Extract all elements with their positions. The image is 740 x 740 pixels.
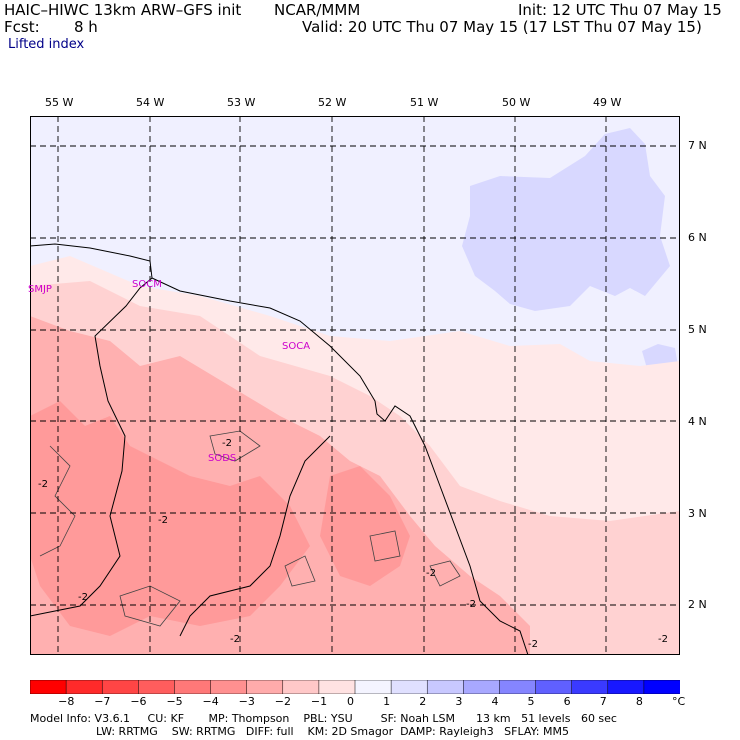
contour-label: -2	[38, 479, 48, 490]
lat-label: 2 N	[688, 598, 707, 611]
colorbar-tick-label: 6	[563, 695, 571, 708]
colorbar-swatch	[390, 680, 428, 694]
colorbar-tick-label: 0	[347, 695, 354, 708]
lon-label: 52 W	[318, 96, 347, 109]
contour-line	[429, 560, 461, 587]
moderate-positive-region	[462, 128, 670, 311]
map-frame	[30, 116, 680, 655]
colorbar-tick-label: 2	[419, 695, 427, 708]
lon-label: 54 W	[136, 96, 165, 109]
colorbar-tick-label: 3	[455, 695, 463, 708]
lat-label: 5 N	[688, 323, 707, 336]
coastline	[151, 277, 529, 655]
contour-label: -2	[158, 515, 168, 526]
colorbar-tick-label: 7	[599, 695, 607, 708]
field-name: Lifted index	[8, 37, 85, 52]
colorbar-tick-label: 8	[635, 695, 643, 708]
colorbar-tick-label: −8	[58, 695, 75, 708]
contour-line	[209, 430, 261, 462]
colorbar-swatch	[318, 680, 356, 694]
colorbar-swatch	[246, 680, 284, 694]
forecast-label: Fcst:	[4, 18, 40, 36]
colorbar-swatch	[282, 680, 320, 694]
colorbar-swatch	[101, 680, 140, 694]
colorbar-swatch	[354, 680, 392, 694]
colorbar-tick-label: −6	[130, 695, 147, 708]
colorbar-unit: °C	[672, 695, 686, 708]
contour-label: -2	[466, 599, 476, 610]
lat-label: 7 N	[688, 139, 707, 152]
colorbar-swatch	[607, 680, 645, 694]
model-info-line1: Model Info: V3.6.1 CU: KF MP: Thompson P…	[30, 712, 617, 725]
lat-label: 3 N	[688, 507, 707, 520]
colorbar-tick-label: 5	[527, 695, 535, 708]
forecast-hour: 8 h	[74, 18, 98, 36]
colorbar-tick-label: −7	[94, 695, 111, 708]
colorbar-swatch	[426, 680, 465, 694]
contour-label: -2	[426, 568, 436, 579]
contour-label: -2	[222, 438, 232, 449]
airport-label: SODS	[208, 453, 237, 464]
colorbar	[30, 680, 680, 694]
contour-line	[284, 555, 316, 587]
colorbar-tick-label: −1	[310, 695, 328, 708]
model-title: HAIC–HIWC 13km ARW–GFS init	[4, 1, 242, 19]
init-time: Init: 12 UTC Thu 07 May 15	[518, 1, 722, 19]
contour-line	[119, 585, 181, 627]
lat-label: 6 N	[688, 231, 707, 244]
lon-label: 49 W	[593, 96, 622, 109]
lon-label: 50 W	[502, 96, 531, 109]
colorbar-tick-label: −4	[202, 695, 219, 708]
airport-label: SOCM	[132, 279, 162, 290]
contour-label: -2	[528, 639, 538, 650]
colorbar-swatch	[174, 680, 212, 694]
border-line	[30, 243, 153, 617]
colorbar-tick-label: 4	[491, 695, 499, 708]
graticule	[30, 116, 680, 655]
lon-label: 55 W	[45, 96, 74, 109]
colorbar-swatch	[535, 680, 573, 694]
lon-label: 53 W	[227, 96, 256, 109]
airport-label: SOCA	[282, 341, 311, 352]
colorbar-swatch	[643, 680, 680, 694]
colorbar-tick-label: 1	[383, 695, 391, 708]
colorbar-swatch	[463, 680, 501, 694]
colorbar-tick-label: −2	[274, 695, 291, 708]
valid-time: Valid: 20 UTC Thu 07 May 15 (17 LST Thu …	[302, 18, 702, 36]
contour-line	[369, 530, 401, 562]
contour-label: -2	[78, 592, 88, 603]
colorbar-swatch	[499, 680, 537, 694]
colorbar-tick-label: −3	[238, 695, 255, 708]
colorbar-swatch	[571, 680, 609, 694]
contour-line	[39, 445, 76, 557]
airport-label: SMJP	[28, 284, 52, 295]
lat-label: 4 N	[688, 415, 707, 428]
contour-label: -2	[230, 634, 240, 645]
colorbar-swatch	[138, 680, 176, 694]
strong-negative-region	[320, 466, 410, 586]
colorbar-swatch	[65, 680, 103, 694]
colorbar-tick-label: −5	[166, 695, 183, 708]
border-line	[179, 435, 331, 637]
lifted-index-map: -2 -2 -2 -2 -2 -2 -2 -2 -2	[30, 116, 680, 655]
lon-label: 51 W	[410, 96, 439, 109]
model-info-line2: LW: RRTMG SW: RRTMG DIFF: full KM: 2D Sm…	[96, 725, 569, 738]
contour-label: -2	[658, 634, 668, 645]
colorbar-swatch	[210, 680, 248, 694]
org-label: NCAR/MMM	[274, 1, 361, 19]
colorbar-swatch	[30, 680, 67, 694]
